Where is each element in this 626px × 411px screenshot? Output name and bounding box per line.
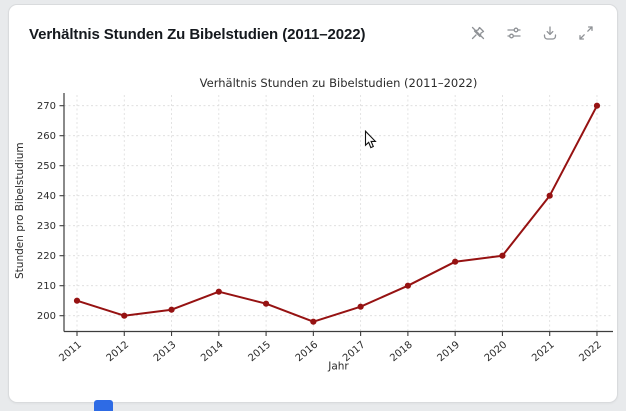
unpin-icon [469,24,487,45]
svg-text:200: 200 [37,311,56,322]
svg-text:Verhältnis Stunden zu Bibelstu: Verhältnis Stunden zu Bibelstudien (2011… [200,76,478,90]
svg-text:220: 220 [37,251,56,262]
svg-text:2018: 2018 [388,339,415,364]
svg-text:2022: 2022 [577,339,604,364]
svg-text:2011: 2011 [57,339,84,364]
svg-text:2016: 2016 [294,339,321,364]
svg-text:210: 210 [37,281,56,292]
download-icon [541,24,559,45]
expand-icon [577,24,595,45]
svg-text:2015: 2015 [246,339,273,364]
chart-area: 200 210 220 230 240 250 260 270 2011 2012 2013 2014… [9,65,619,401]
svg-text:260: 260 [37,131,56,142]
svg-text:270: 270 [37,101,56,112]
svg-text:2013: 2013 [152,339,179,364]
svg-text:250: 250 [37,161,56,172]
sliders-button[interactable] [501,21,527,47]
expand-button[interactable] [573,21,599,47]
unpin-button[interactable] [465,21,491,47]
svg-text:240: 240 [37,191,56,202]
chart-card: Verhältnis Stunden Zu Bibelstudien (2011… [8,4,618,403]
svg-text:Jahr: Jahr [327,361,349,373]
partial-blue-element [94,400,113,411]
svg-text:2014: 2014 [199,339,226,364]
svg-text:2020: 2020 [483,339,510,364]
card-title: Verhältnis Stunden Zu Bibelstudien (2011… [29,25,366,43]
svg-text:2019: 2019 [436,339,463,364]
line-chart: 200 210 220 230 240 250 260 270 2011 2012 2013 2014… [14,76,613,373]
svg-text:2012: 2012 [105,339,132,364]
svg-text:230: 230 [37,221,56,232]
sliders-icon [505,24,523,45]
card-toolbar [465,21,599,47]
svg-text:Stunden pro Bibelstudium: Stunden pro Bibelstudium [14,142,26,279]
svg-text:2021: 2021 [530,339,557,364]
card-header: Verhältnis Stunden Zu Bibelstudien (2011… [9,5,617,57]
download-button[interactable] [537,21,563,47]
